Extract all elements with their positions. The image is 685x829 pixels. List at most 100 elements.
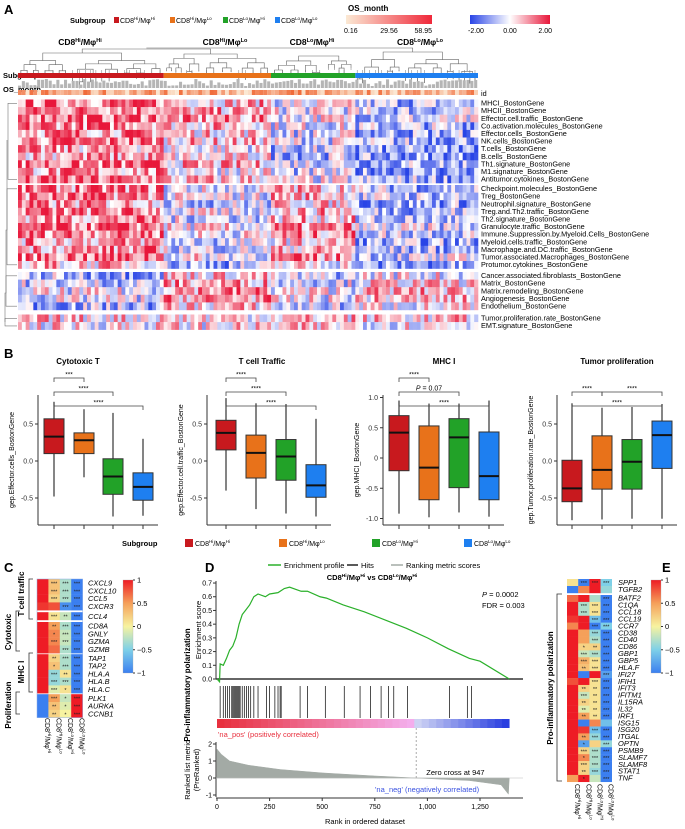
- heatmap-cell: [340, 160, 345, 169]
- heatmap-cell: [37, 152, 42, 161]
- legend-swatch: [170, 17, 175, 23]
- heatmap-cell: [144, 261, 149, 269]
- heatmap-cell: [309, 215, 314, 224]
- heatmap-cell: [60, 207, 65, 216]
- heatmap-cell: [355, 114, 360, 123]
- heatmap-cell: [355, 152, 360, 161]
- heatmap-cell: [90, 279, 95, 288]
- dendrogram-branch: [146, 47, 414, 52]
- heatmap-cell: [240, 99, 245, 108]
- heatmap-cell: [420, 322, 425, 330]
- rank-colorbar-segment: [480, 719, 488, 728]
- heatmap-cell: [117, 114, 122, 123]
- c-cell: [71, 669, 83, 678]
- heatmap-cell: [163, 167, 168, 176]
- y-tick-label: 0.0: [542, 459, 552, 466]
- heatmap-cell: [301, 253, 306, 262]
- heatmap-cell: [278, 272, 283, 280]
- id-cell: [60, 90, 64, 95]
- c-cell: [37, 637, 49, 646]
- heatmap-cell: [225, 175, 230, 184]
- heatmap-cell: [175, 122, 180, 131]
- heatmap-cell: [167, 160, 172, 169]
- heatmap-cell: [33, 207, 38, 216]
- heatmap-cell: [332, 107, 337, 115]
- heatmap-cell: [213, 152, 218, 161]
- heatmap-cell: [79, 107, 84, 115]
- significance-stars: ***: [603, 729, 610, 735]
- heatmap-cell: [420, 107, 425, 115]
- heatmap-cell: [205, 253, 210, 262]
- heatmap-cell: [439, 152, 444, 161]
- id-cell: [274, 90, 279, 95]
- heatmap-cell: [209, 322, 214, 330]
- heatmap-cell: [232, 294, 237, 303]
- heatmap-cell: [240, 314, 245, 323]
- row-dendrogram: [4, 140, 8, 322]
- heatmap-cell: [52, 230, 57, 239]
- heatmap-cell: [405, 192, 410, 201]
- os-month-bar: [87, 81, 91, 88]
- heatmap-cell: [98, 137, 103, 146]
- heatmap-cell: [458, 122, 463, 131]
- heatmap-cell: [182, 238, 187, 246]
- heatmap-cell: [117, 279, 122, 288]
- heatmap-cell: [33, 200, 38, 208]
- heatmap-cell: [409, 253, 414, 262]
- heatmap-cell: [52, 272, 57, 280]
- e-cell: [600, 579, 612, 587]
- rank-colorbar-segment: [275, 719, 284, 728]
- label-part: /Mφ: [607, 803, 614, 816]
- heatmap-cell: [25, 114, 30, 123]
- dendrogram-branch: [222, 67, 232, 73]
- heatmap-cell: [405, 107, 410, 115]
- heatmap-cell: [71, 114, 76, 123]
- box: [418, 425, 440, 501]
- heatmap-cell: [117, 215, 122, 224]
- heatmap-cell: [286, 261, 291, 269]
- heatmap-cell: [190, 261, 195, 269]
- heatmap-cell: [171, 107, 176, 115]
- heatmap-cell: [217, 122, 222, 131]
- heatmap-cell: [382, 207, 387, 216]
- e-cell: [600, 608, 612, 616]
- heatmap-cell: [121, 192, 126, 201]
- gene-label: IFIH1: [618, 677, 636, 686]
- heatmap-cell: [378, 160, 383, 169]
- heatmap-cell: [363, 287, 368, 295]
- heatmap-cell: [355, 302, 360, 311]
- heatmap-cell: [294, 279, 299, 288]
- heatmap-cell: [458, 160, 463, 169]
- heatmap-cell: [182, 185, 187, 193]
- heatmap-cell: [347, 261, 352, 269]
- heatmap-cell: [21, 272, 26, 280]
- heatmap-cell: [290, 215, 295, 224]
- heatmap-cell: [451, 223, 456, 231]
- heatmap-cell: [313, 322, 318, 330]
- heatmap-cell: [317, 215, 322, 224]
- heatmap-cell: [228, 207, 233, 216]
- heatmap-cell: [324, 129, 329, 138]
- heatmap-cell: [290, 137, 295, 146]
- heatmap-cell: [397, 167, 402, 176]
- heatmap-cell: [217, 230, 222, 239]
- heatmap-cell: [152, 215, 157, 224]
- heatmap-cell: [297, 245, 302, 254]
- heatmap-cell: [60, 302, 65, 311]
- heatmap-cell: [209, 200, 214, 208]
- heatmap-cell: [416, 253, 421, 262]
- heatmap-cell: [259, 261, 264, 269]
- heatmap-cell: [129, 215, 134, 224]
- os-month-bar: [359, 83, 363, 88]
- heatmap-cells: [18, 99, 479, 330]
- heatmap-cell: [386, 314, 391, 323]
- heatmap-cell: [198, 129, 203, 138]
- heatmap-cell: [202, 302, 207, 311]
- heatmap-cell: [159, 122, 164, 131]
- heatmap-cell: [428, 322, 433, 330]
- heatmap-cell: [228, 245, 233, 254]
- heatmap-cell: [152, 185, 157, 193]
- heatmap-cell: [41, 167, 46, 176]
- heatmap-cell: [347, 185, 352, 193]
- row-label: Tumor.associated.Macrophages_BostonGene: [481, 253, 629, 262]
